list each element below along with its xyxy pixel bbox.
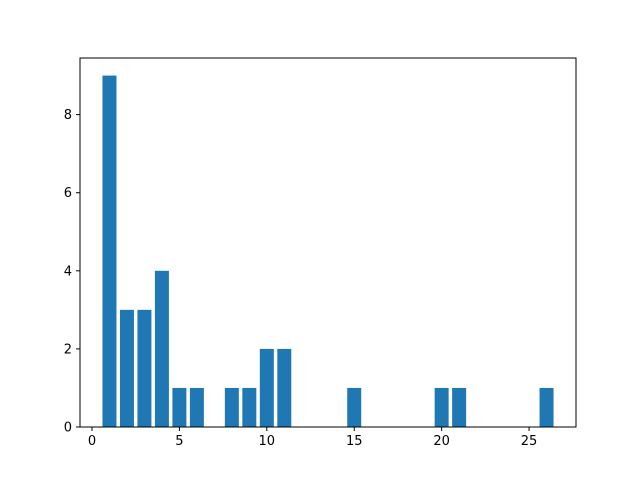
bar-x-1 [102,75,117,427]
bar-x-26 [539,387,554,427]
y-tick-label: 8 [64,108,72,123]
x-tick-label: 10 [259,434,276,449]
bar-x-4 [154,270,169,427]
y-tick-label: 0 [64,421,72,436]
x-axis-ticks: 0 5 10 15 20 25 [88,427,537,449]
y-tick-label: 2 [64,342,72,357]
y-tick-label: 6 [64,186,72,201]
bar-x-20 [434,387,449,427]
bar-x-6 [189,387,204,427]
bar-x-5 [172,387,187,427]
y-tick-label: 4 [64,264,72,279]
x-tick-label: 0 [88,434,96,449]
bars-group [102,75,554,427]
x-tick-label: 25 [521,434,538,449]
bar-x-9 [242,387,257,427]
bar-x-15 [347,387,362,427]
bar-x-2 [119,309,134,427]
x-tick-label: 5 [175,434,183,449]
x-tick-label: 20 [433,434,450,449]
bar-x-11 [277,348,292,427]
bar-x-8 [224,387,239,427]
plot-area-frame [79,57,577,428]
y-axis-ticks: 0 2 4 6 8 [64,108,80,436]
bar-x-10 [259,348,274,427]
bar-x-3 [137,309,152,427]
bar-x-21 [452,387,467,427]
x-tick-label: 15 [346,434,363,449]
